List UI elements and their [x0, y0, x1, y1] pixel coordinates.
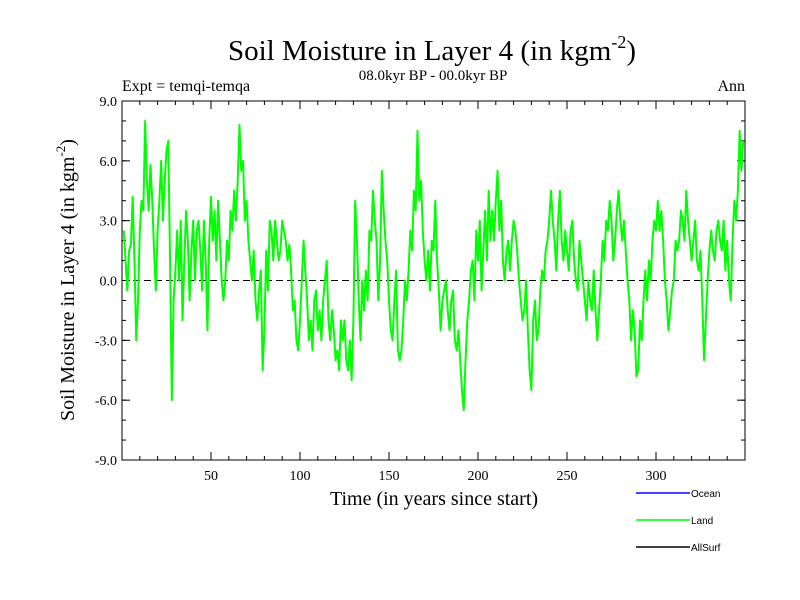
- x-tick-label: 200: [468, 469, 489, 484]
- chart-subtitle: 08.0kyr BP - 00.0kyr BP: [359, 68, 508, 84]
- x-tick-label: 150: [379, 469, 400, 484]
- x-tick-label: 100: [290, 469, 311, 484]
- y-tick-label: 9.0: [100, 95, 118, 110]
- x-tick-label: 300: [646, 469, 667, 484]
- chart-title-close: ): [626, 35, 636, 67]
- y-tick-label: -6.0: [95, 394, 117, 409]
- legend-label-ocean: Ocean: [691, 489, 720, 500]
- x-tick-label: 250: [557, 469, 578, 484]
- y-tick-label: 3.0: [100, 215, 118, 230]
- y-axis-label-close: ): [57, 139, 79, 146]
- series-line-land: [122, 119, 745, 412]
- legend-label-land: Land: [691, 516, 713, 527]
- y-tick-label: 0.0: [100, 275, 118, 290]
- legend: Ocean Land AllSurf: [636, 489, 721, 554]
- legend-label-allsurf: AllSurf: [691, 543, 721, 554]
- y-axis-label-main: Soil Moisture in Layer 4 (in kgm: [57, 156, 79, 421]
- chart-title-sup: -2: [611, 32, 626, 52]
- y-axis-label: Soil Moisture in Layer 4 (in kgm-2): [53, 139, 79, 421]
- plot-area: -9.0 -6.0 -3.0 0.0 3.0 6.0 9.0 50 100 150 200 250 30…: [95, 95, 746, 484]
- x-axis-label: Time (in years since start): [330, 488, 538, 510]
- y-tick-label: 6.0: [100, 155, 118, 170]
- y-tick-label: -9.0: [95, 454, 117, 469]
- y-tick-label: -3.0: [95, 334, 117, 349]
- chart-title-main: Soil Moisture in Layer 4 (in kgm: [228, 35, 612, 67]
- season-label: Ann: [717, 78, 745, 95]
- chart-title: Soil Moisture in Layer 4 (in kgm-2): [228, 32, 636, 67]
- x-tick-label: 50: [204, 469, 218, 484]
- y-axis-label-sup: -2: [53, 146, 68, 157]
- experiment-label: Expt = temqi-temqa: [122, 78, 250, 95]
